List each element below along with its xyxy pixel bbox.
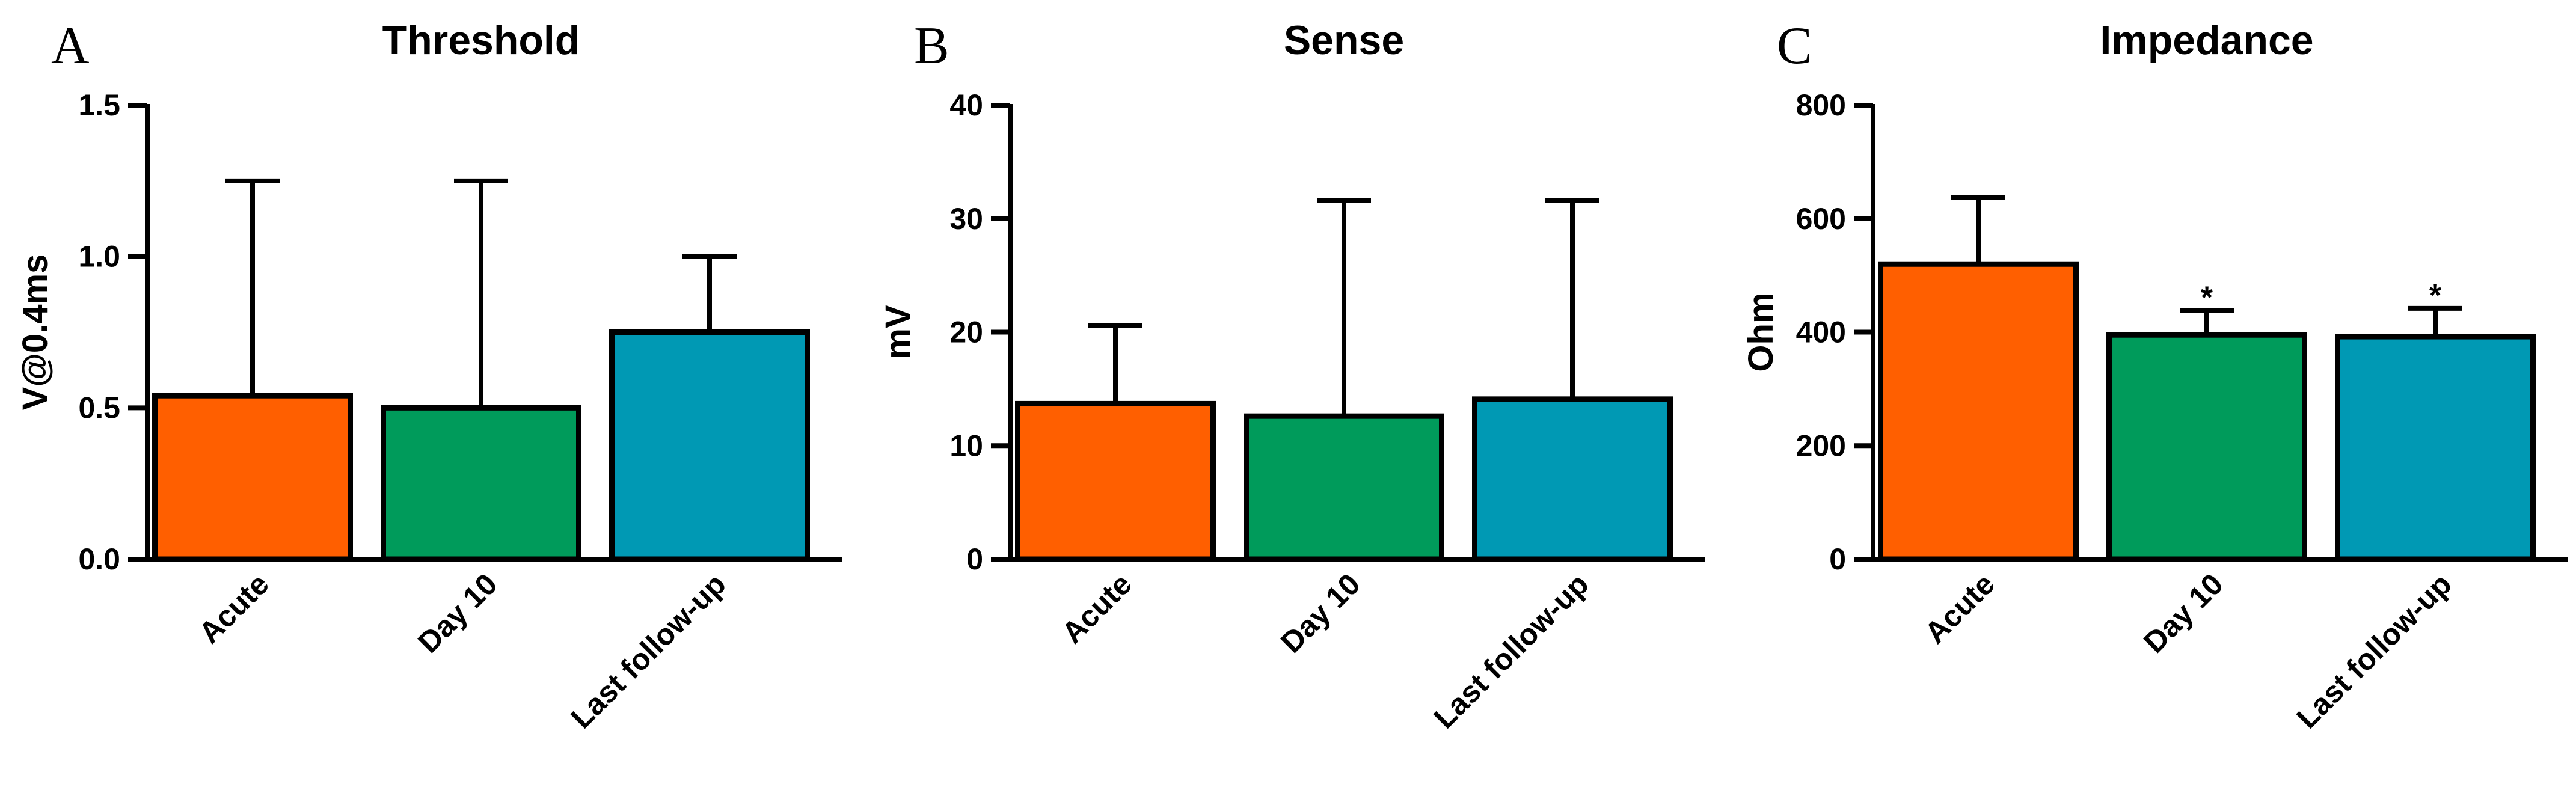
bar-last-follow-up xyxy=(609,329,810,562)
x-tick-label: Day 10 xyxy=(2137,567,2230,660)
bar-day-10 xyxy=(2106,332,2307,562)
x-tick-label: Last follow-up xyxy=(1428,567,1595,735)
bar-acute xyxy=(152,393,353,562)
bar-acute xyxy=(1878,261,2079,562)
y-tick-label: 0 xyxy=(966,542,983,576)
y-tick-label: 40 xyxy=(949,88,983,122)
y-tick-label: 10 xyxy=(949,429,983,462)
x-tick-label: Day 10 xyxy=(1274,567,1367,660)
y-tick-label: 800 xyxy=(1796,88,1846,122)
chart-title: Threshold xyxy=(382,17,580,63)
panel-letter: B xyxy=(914,17,949,75)
y-axis-label: V@0.4ms xyxy=(16,254,55,411)
x-tick-label: Acute xyxy=(1918,567,2001,650)
y-tick-label: 1.5 xyxy=(78,88,120,122)
panel-sense: B Sense mV Acute Day 10 Last follow-up 0 10 20 30… xyxy=(879,17,1705,735)
bar-acute xyxy=(1015,400,1216,562)
x-tick-label: Last follow-up xyxy=(2290,567,2458,735)
bar-day-10 xyxy=(1244,413,1444,562)
y-tick-label: 0.5 xyxy=(78,391,120,424)
chart-title: Impedance xyxy=(2100,17,2313,63)
panel-letter: C xyxy=(1777,17,1812,75)
bar-day-10 xyxy=(381,405,581,562)
y-tick-label: 0 xyxy=(1829,542,1846,576)
y-axis-label: Ohm xyxy=(1741,292,1780,372)
panel-threshold: A Threshold V@0.4ms Acute Day 10 Last follow-… xyxy=(16,17,842,735)
y-tick-label: 20 xyxy=(949,316,983,349)
chart-title: Sense xyxy=(1284,17,1404,63)
y-tick-label: 400 xyxy=(1796,316,1846,349)
x-tick-label: Acute xyxy=(192,567,275,650)
x-tick-label: Day 10 xyxy=(411,567,504,660)
panel-impedance: C Impedance Ohm Acute * Day 10 * Last follow-up… xyxy=(1741,17,2568,735)
x-tick-label: Last follow-up xyxy=(565,567,732,735)
significance-marker: * xyxy=(2429,278,2442,313)
significance-marker: * xyxy=(2201,281,2213,316)
panel-letter: A xyxy=(51,17,90,75)
y-tick-label: 600 xyxy=(1796,202,1846,236)
y-tick-label: 200 xyxy=(1796,429,1846,462)
bar-last-follow-up xyxy=(2335,334,2536,562)
x-tick-label: Acute xyxy=(1055,567,1138,650)
y-tick-label: 30 xyxy=(949,202,983,236)
y-tick-label: 1.0 xyxy=(78,240,120,274)
bar-last-follow-up xyxy=(1472,396,1673,562)
y-axis-label: mV xyxy=(879,305,918,360)
y-tick-label: 0.0 xyxy=(78,542,120,576)
